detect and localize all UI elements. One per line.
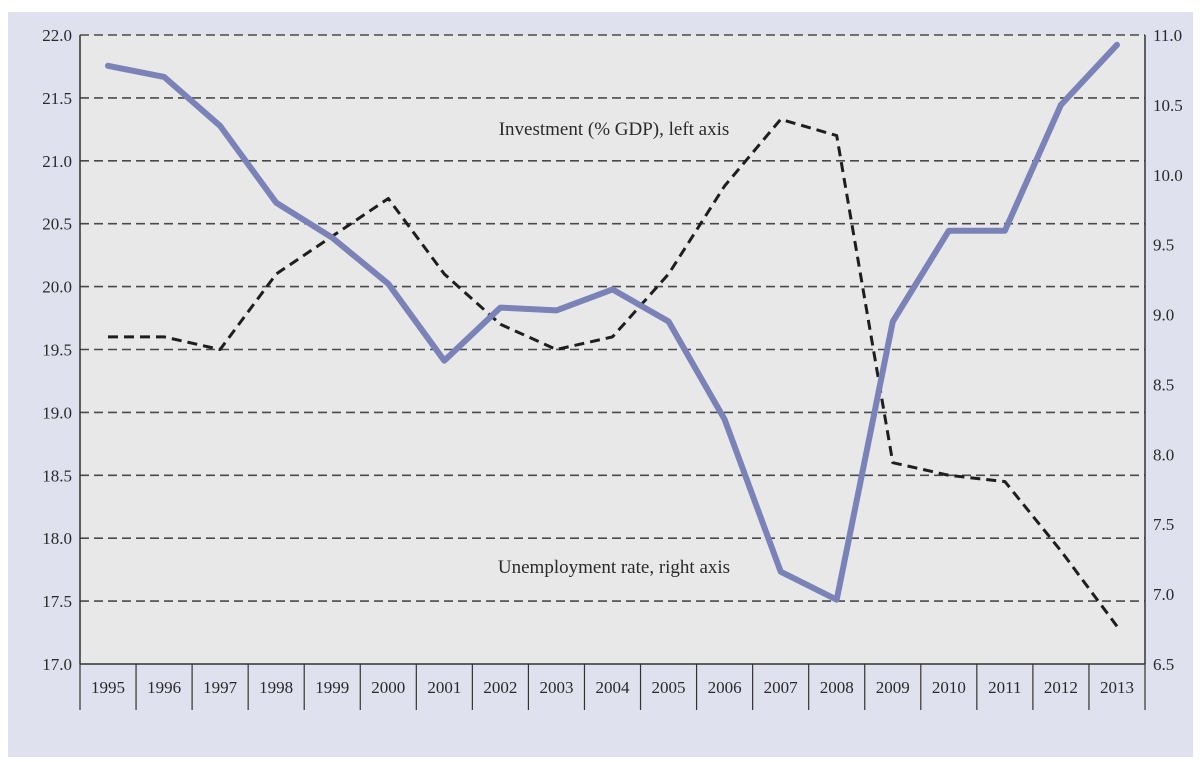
- y-left-tick-label: 20.5: [42, 215, 72, 234]
- y-left-tick-label: 22.0: [42, 26, 72, 45]
- unemployment-line: [105, 41, 1120, 603]
- x-tick-label: 1999: [315, 678, 349, 697]
- y-right-tick-label: 10.0: [1153, 166, 1183, 185]
- y-left-tick-label: 21.5: [42, 89, 72, 108]
- y-left-tick-label: 19.0: [42, 403, 72, 422]
- y-right-tick-label: 9.0: [1153, 306, 1174, 325]
- tick-labels: 17.0 17.5 18.0 18.5 19.0 19.5 20.0 20.5 21.0 21.5…: [42, 26, 1183, 697]
- y-right-tick-label: 8.0: [1153, 445, 1174, 464]
- x-tick-label: 2001: [427, 678, 461, 697]
- x-tick-label: 2003: [539, 678, 573, 697]
- x-tick-label: 2010: [932, 678, 966, 697]
- y-left-tick-label: 17.5: [42, 592, 72, 611]
- y-left-tick-label: 20.0: [42, 278, 72, 297]
- y-right-tick-label: 10.5: [1153, 96, 1183, 115]
- x-tick-label: 2005: [652, 678, 686, 697]
- y-left-tick-label: 17.0: [42, 655, 72, 674]
- annotation-investment: Investment (% GDP), left axis: [499, 119, 730, 140]
- x-tick-label: 1997: [203, 678, 238, 697]
- x-tick-label: 1995: [91, 678, 125, 697]
- x-tick-label: 2000: [371, 678, 405, 697]
- series-lines: [105, 41, 1120, 628]
- x-tick-label: 2002: [483, 678, 517, 697]
- x-tick-label: 1996: [147, 678, 181, 697]
- x-tick-label: 1998: [259, 678, 293, 697]
- y-left-tick-label: 19.5: [42, 341, 72, 360]
- y-right-tick-label: 8.5: [1153, 375, 1174, 394]
- investment-line: [108, 117, 1119, 628]
- y-right-tick-label: 9.5: [1153, 236, 1174, 255]
- x-tick-label: 2009: [876, 678, 910, 697]
- x-tick-label: 2011: [988, 678, 1021, 697]
- y-right-tick-label: 7.0: [1153, 585, 1174, 604]
- y-left-tick-label: 18.5: [42, 466, 72, 485]
- x-tick-label: 2007: [764, 678, 799, 697]
- x-tick-label: 2013: [1100, 678, 1134, 697]
- gridlines: [80, 34, 1145, 602]
- y-right-tick-label: 7.5: [1153, 515, 1174, 534]
- annotation-unemployment: Unemployment rate, right axis: [498, 557, 730, 578]
- x-tick-label: 2004: [596, 678, 631, 697]
- y-left-tick-label: 18.0: [42, 529, 72, 548]
- y-left-tick-label: 21.0: [42, 152, 72, 171]
- x-tick-label: 2006: [708, 678, 742, 697]
- axes: [79, 35, 1146, 710]
- y-right-tick-label: 11.0: [1153, 26, 1182, 45]
- x-tick-label: 2008: [820, 678, 854, 697]
- y-right-tick-label: 6.5: [1153, 655, 1174, 674]
- x-tick-label: 2012: [1044, 678, 1078, 697]
